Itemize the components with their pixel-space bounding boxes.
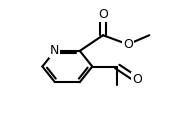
Text: N: N xyxy=(50,44,60,57)
Text: O: O xyxy=(123,38,133,51)
Text: O: O xyxy=(132,73,142,86)
Text: O: O xyxy=(98,8,108,21)
